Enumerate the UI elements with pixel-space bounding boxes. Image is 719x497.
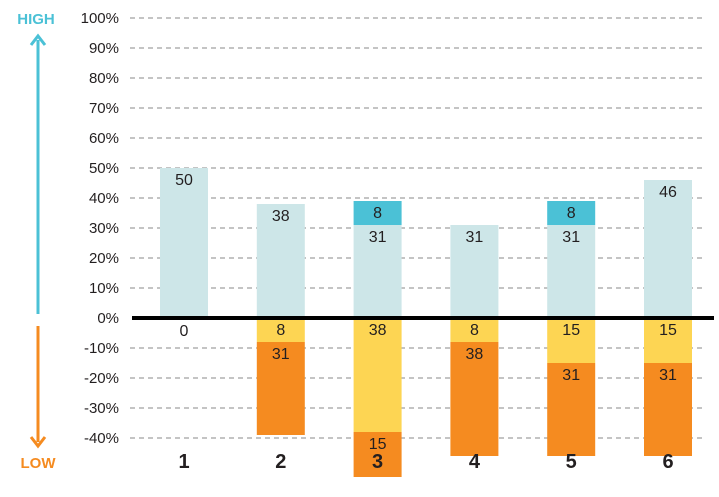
y-axis: 100% 90% 80% 70% 60% 50% 40% 30% 20% 10% 0% -10% -20… <box>81 10 119 447</box>
bar-segment <box>547 363 596 456</box>
data-label: 0 <box>180 323 189 340</box>
bars <box>160 168 692 477</box>
bar-segment <box>256 342 305 435</box>
data-label: 8 <box>373 205 382 222</box>
bar-segment <box>450 342 499 456</box>
data-label: 31 <box>466 229 484 246</box>
x-tick-label: 2 <box>275 451 286 473</box>
data-label: 46 <box>659 184 677 201</box>
data-label: 38 <box>466 346 484 363</box>
y-tick-label: 90% <box>89 40 119 57</box>
bar-segment <box>353 432 402 477</box>
bar-segment <box>353 201 402 225</box>
y-tick-label: -30% <box>84 400 119 417</box>
arrow-down-icon <box>29 436 47 449</box>
data-label: 31 <box>659 367 677 384</box>
data-label: 38 <box>272 208 290 225</box>
y-tick-label: -10% <box>84 340 119 357</box>
y-tick-label: 70% <box>89 100 119 117</box>
bar-segment <box>353 225 402 318</box>
y-tick-label: -20% <box>84 370 119 387</box>
y-tick-label: 100% <box>81 10 119 27</box>
data-label: 31 <box>369 229 387 246</box>
bar-segment <box>256 318 305 342</box>
bar-segment <box>644 318 692 363</box>
bar-segment <box>353 318 402 432</box>
data-label: 31 <box>272 346 290 363</box>
bar-segment <box>644 180 692 318</box>
bar-segment <box>547 201 596 225</box>
data-label: 15 <box>562 322 580 339</box>
y-tick-label: 0% <box>97 310 119 327</box>
bar-segment <box>160 168 208 318</box>
bar-segment <box>644 363 692 456</box>
data-labels: 50 0 38 8 31 31 8 38 15 31 8 38 31 8 15 31 46 15 31 <box>175 172 677 453</box>
bar-segment <box>256 204 305 318</box>
x-tick-label: 5 <box>566 451 577 473</box>
data-label: 15 <box>659 322 677 339</box>
data-label: 8 <box>276 322 285 339</box>
y-tick-label: -40% <box>84 430 119 447</box>
x-tick-label: 4 <box>469 451 481 473</box>
bar-segment <box>547 318 596 363</box>
data-label: 31 <box>562 229 580 246</box>
high-low-indicator: HIGH LOW <box>17 11 56 472</box>
y-tick-label: 60% <box>89 130 119 147</box>
y-tick-label: 80% <box>89 70 119 87</box>
data-label: 8 <box>470 322 479 339</box>
bar-segment <box>450 225 499 318</box>
data-label: 8 <box>567 205 576 222</box>
x-tick-label: 1 <box>178 451 189 473</box>
y-tick-label: 20% <box>89 250 119 267</box>
grid-lines <box>130 17 705 439</box>
y-tick-label: 40% <box>89 190 119 207</box>
bar-segment <box>547 225 596 318</box>
bar-segment <box>450 318 499 342</box>
data-label: 15 <box>369 436 387 453</box>
data-label: 50 <box>175 172 193 189</box>
x-tick-label: 3 <box>372 451 383 473</box>
arrow-up-icon <box>29 33 47 46</box>
y-tick-label: 50% <box>89 160 119 177</box>
high-label: HIGH <box>17 11 55 28</box>
low-label: LOW <box>21 455 57 472</box>
y-tick-label: 30% <box>89 220 119 237</box>
y-tick-label: 10% <box>89 280 119 297</box>
data-label: 31 <box>562 367 580 384</box>
data-label: 38 <box>369 322 387 339</box>
x-axis: 1 2 3 4 5 6 <box>178 451 673 473</box>
x-tick-label: 6 <box>662 451 673 473</box>
